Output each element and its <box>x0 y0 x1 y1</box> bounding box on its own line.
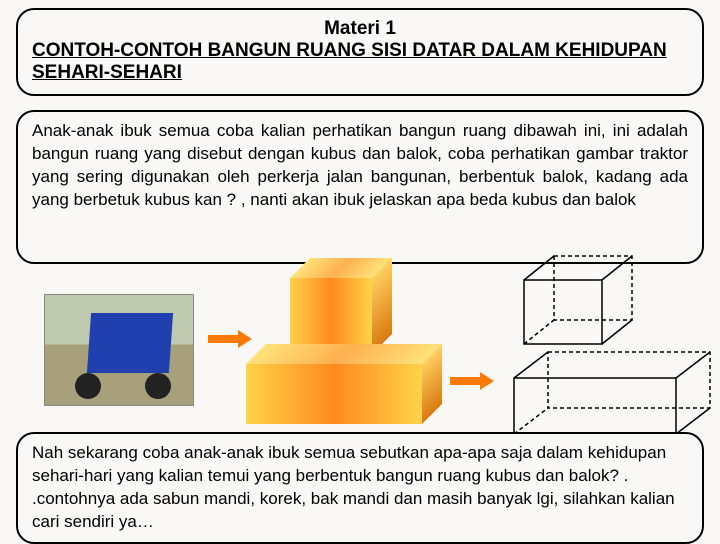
tractor-body <box>87 313 173 373</box>
arrow-icon <box>450 372 494 390</box>
tractor-wheel <box>75 373 101 399</box>
title-box: Materi 1 CONTOH-CONTOH BANGUN RUANG SISI… <box>16 8 704 96</box>
materi-heading: CONTOH-CONTOH BANGUN RUANG SISI DATAR DA… <box>32 40 688 84</box>
question-paragraph: Nah sekarang coba anak-anak ibuk semua s… <box>32 442 688 534</box>
illustration-area <box>0 270 720 430</box>
arrow-icon <box>208 330 252 348</box>
question-paragraph-box: Nah sekarang coba anak-anak ibuk semua s… <box>16 432 704 544</box>
cube-wireframe <box>520 252 640 357</box>
intro-paragraph: Anak-anak ibuk semua coba kalian perhati… <box>32 120 688 212</box>
materi-label: Materi 1 <box>32 18 688 40</box>
intro-paragraph-box: Anak-anak ibuk semua coba kalian perhati… <box>16 110 704 264</box>
tractor-wheel <box>145 373 171 399</box>
tractor-photo <box>44 294 194 406</box>
